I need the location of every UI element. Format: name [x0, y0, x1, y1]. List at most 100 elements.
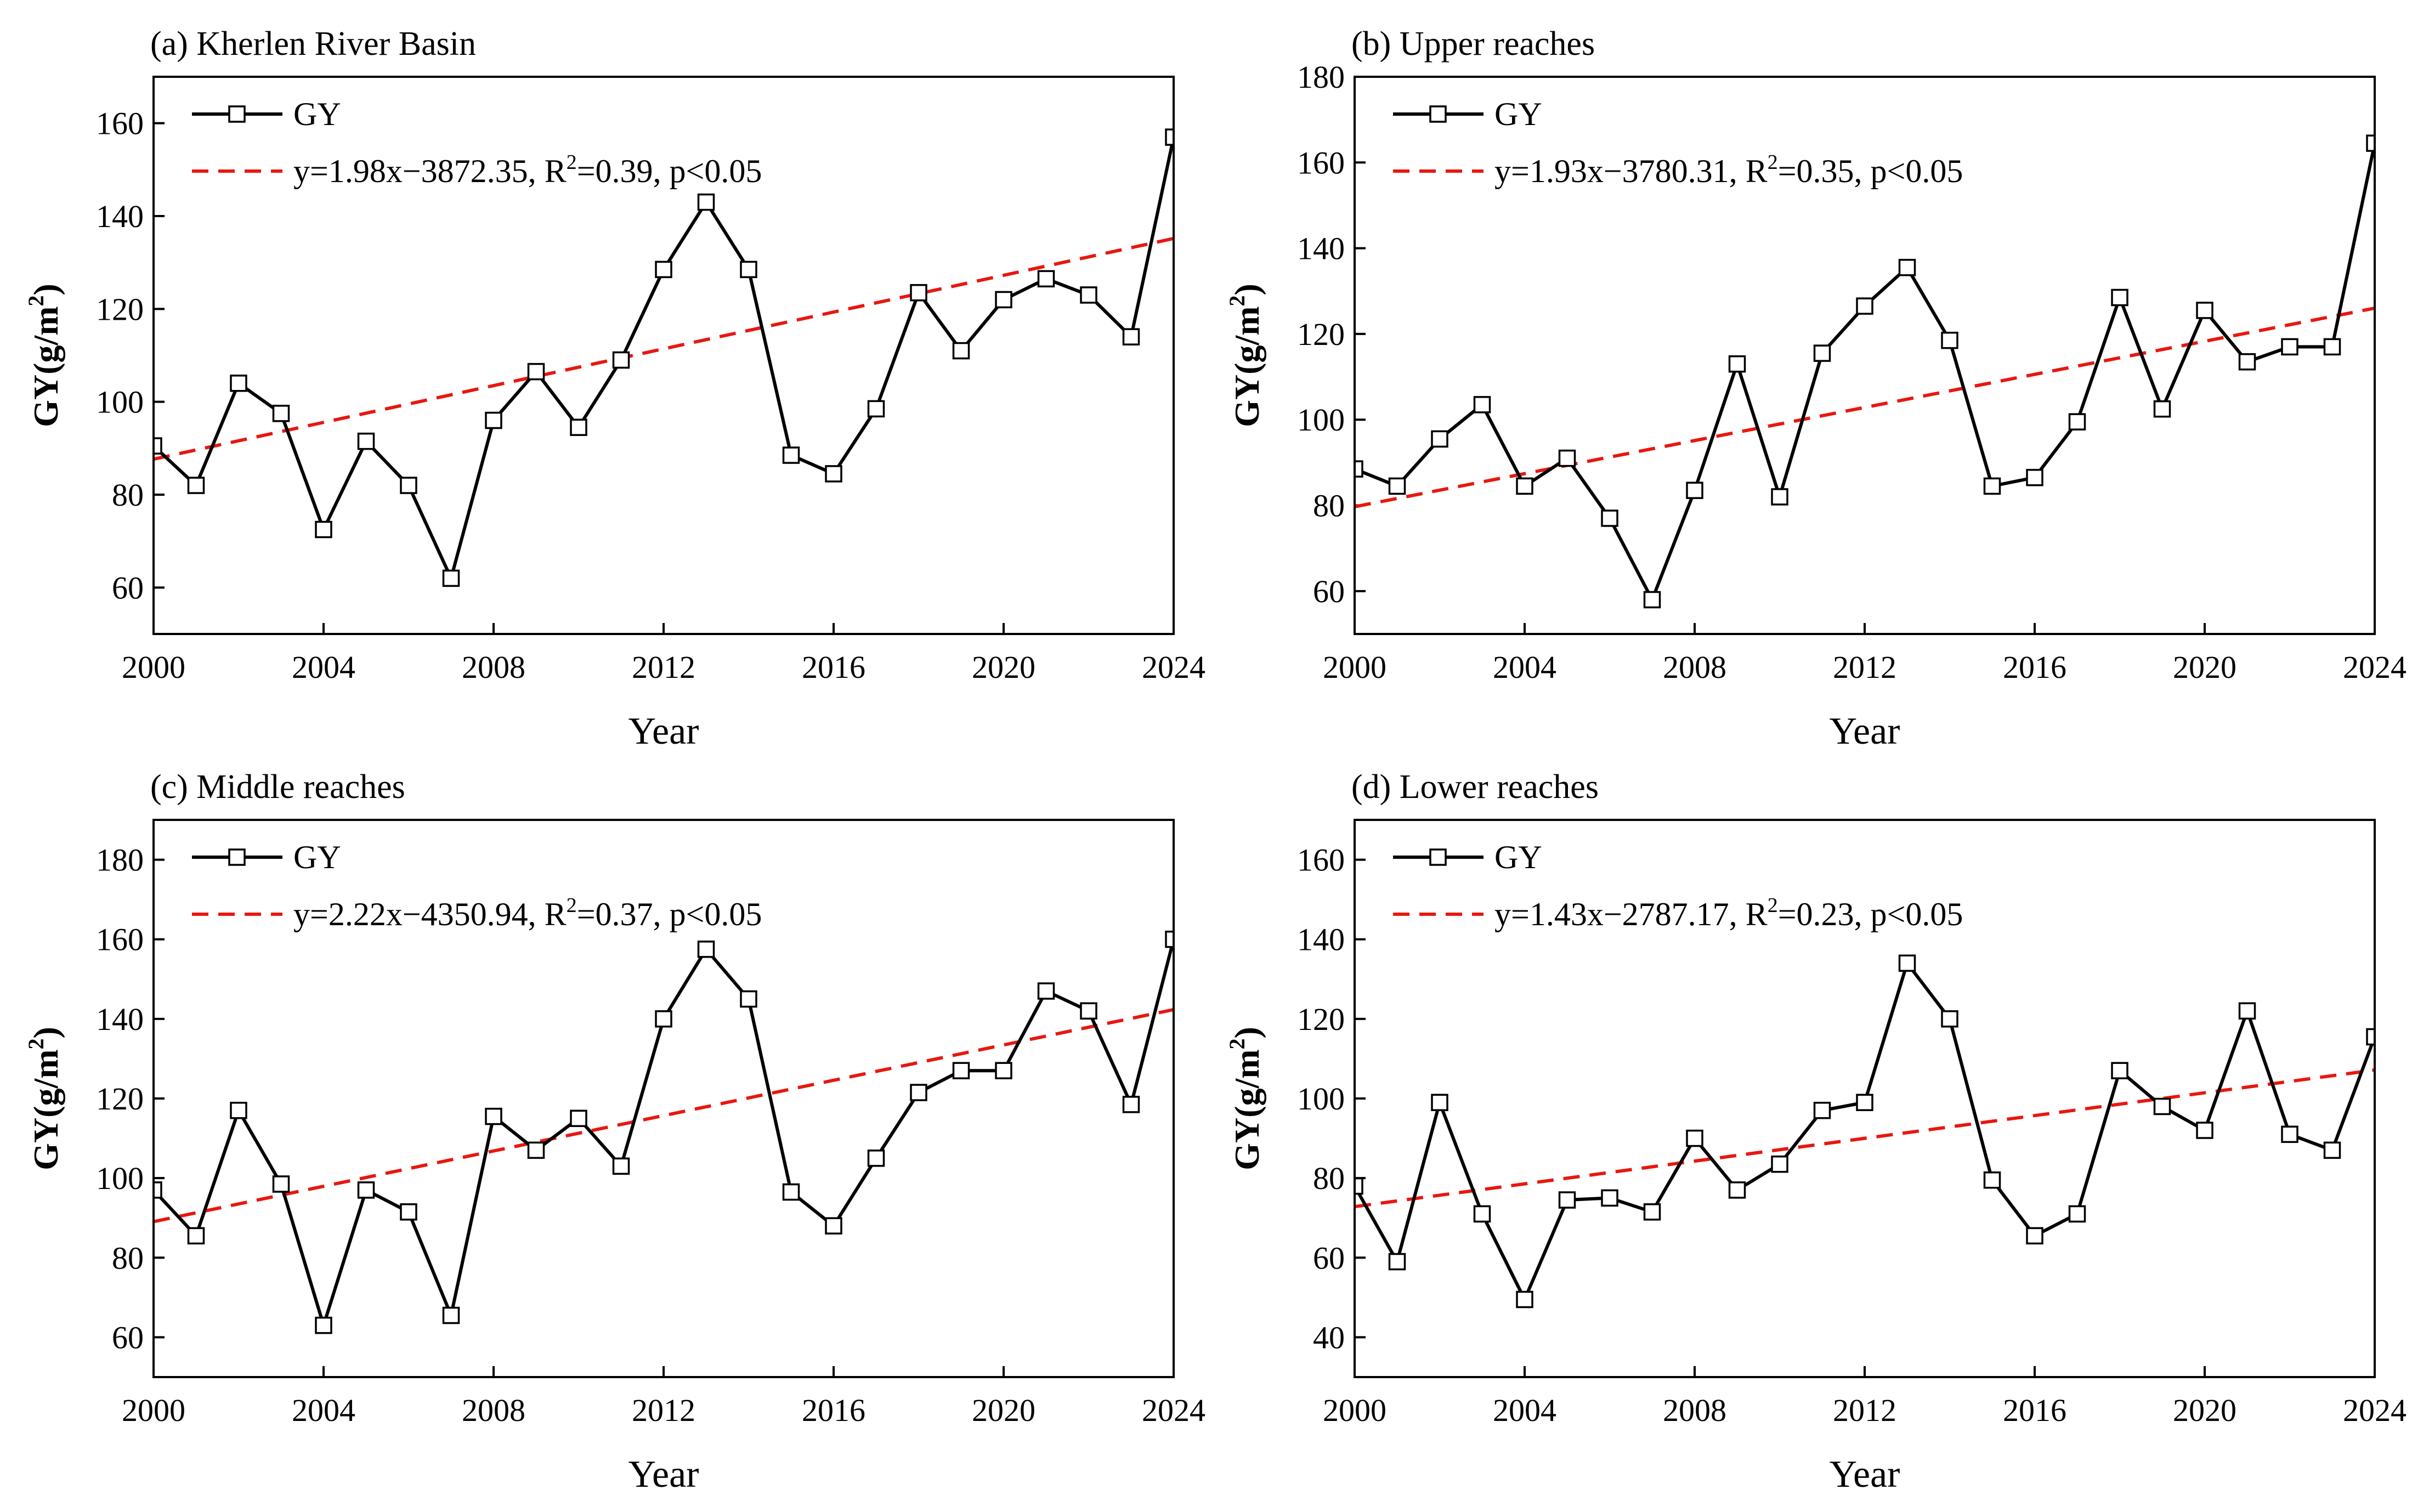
data-point — [1728, 1181, 1746, 1199]
data-point — [2196, 302, 2213, 319]
x-tick-label: 2012 — [632, 649, 695, 685]
data-point — [910, 284, 927, 302]
data-point — [995, 1062, 1012, 1079]
y-tick-label: 160 — [96, 922, 144, 958]
data-point — [1941, 331, 1958, 349]
data-point — [1601, 1189, 1618, 1207]
data-point — [1856, 297, 1873, 315]
y-tick-label: 80 — [1313, 488, 1345, 524]
panel-title: (b) Upper reaches — [1351, 25, 1595, 63]
legend-gy-label: GY — [293, 839, 341, 875]
data-point — [825, 1217, 842, 1234]
data-point — [1813, 1102, 1831, 1119]
y-tick-label: 140 — [1297, 231, 1345, 267]
data-point — [1643, 591, 1661, 609]
data-point — [1388, 477, 1406, 495]
y-tick-label: 80 — [1313, 1160, 1345, 1196]
data-point — [910, 1084, 927, 1101]
trend-line — [1355, 1068, 2375, 1209]
data-point — [995, 291, 1012, 309]
panel-title: (c) Middle reaches — [150, 768, 405, 806]
x-tick-label: 2004 — [292, 1392, 355, 1428]
data-point — [697, 193, 715, 211]
data-point — [1122, 1096, 1140, 1113]
data-point — [315, 520, 332, 539]
x-tick-label: 2020 — [2173, 649, 2237, 685]
data-point — [612, 351, 630, 369]
data-point — [357, 432, 375, 450]
data-point — [2111, 288, 2128, 307]
x-tick-label: 2000 — [122, 1392, 185, 1428]
x-tick-label: 2008 — [462, 1392, 525, 1428]
data-point — [1856, 1094, 1873, 1112]
y-tick-label: 180 — [96, 842, 144, 878]
data-point — [1431, 1094, 1448, 1112]
x-tick-label: 2020 — [2173, 1392, 2237, 1428]
x-tick-label: 2004 — [1493, 649, 1556, 685]
data-point — [2281, 338, 2298, 356]
legend-trend-label: y=1.93x−3780.31, R2=0.35, p<0.05 — [1494, 151, 1963, 189]
data-point — [1601, 509, 1618, 527]
data-point — [1558, 449, 1576, 467]
data-point — [357, 1181, 375, 1199]
x-axis-label: Year — [1830, 1453, 1900, 1496]
x-tick-label: 2016 — [802, 1392, 865, 1428]
y-tick-label: 60 — [1313, 574, 1345, 609]
data-point — [154, 1181, 162, 1199]
data-point — [1165, 930, 1174, 948]
data-point — [1473, 1205, 1491, 1223]
y-tick-label: 60 — [112, 1320, 144, 1355]
y-tick-label: 120 — [1297, 1001, 1345, 1037]
x-tick-label: 2008 — [462, 649, 525, 685]
y-tick-label: 100 — [96, 384, 144, 420]
y-tick-label: 140 — [96, 1001, 144, 1037]
data-point — [1686, 482, 1703, 499]
data-point — [782, 446, 800, 464]
data-point — [400, 1203, 417, 1221]
x-tick-label: 2012 — [1833, 649, 1896, 685]
data-point — [1355, 1177, 1363, 1195]
y-tick-label: 180 — [1297, 59, 1345, 95]
legend: GY y=1.43x−2787.17, R2=0.23, p<0.05 — [1393, 839, 1963, 932]
data-point — [442, 1306, 460, 1324]
x-tick-label: 2000 — [1323, 1392, 1386, 1428]
data-point — [442, 569, 460, 587]
plot-frame — [152, 76, 1175, 635]
y-tick-label: 120 — [1297, 316, 1345, 352]
data-point — [2281, 1125, 2298, 1143]
data-point — [1898, 954, 1916, 972]
x-tick-label: 2004 — [1493, 1392, 1556, 1428]
x-axis-label: Year — [629, 710, 699, 752]
legend-gy-marker — [228, 105, 246, 123]
y-tick-label: 140 — [1297, 922, 1345, 958]
data-point — [527, 1141, 545, 1159]
data-point — [400, 477, 417, 494]
x-tick-label: 2016 — [2003, 1392, 2066, 1428]
y-axis-label: GY(g/m2) — [24, 1027, 65, 1170]
y-axis-label: GY(g/m2) — [24, 284, 65, 427]
data-point — [2366, 134, 2375, 152]
x-tick-label: 2004 — [292, 649, 355, 685]
data-point — [1941, 1010, 1958, 1028]
data-point — [952, 1062, 970, 1079]
data-point — [1388, 1253, 1406, 1271]
data-point — [782, 1183, 800, 1201]
data-point — [230, 1102, 247, 1119]
y-tick-label: 160 — [1297, 145, 1345, 180]
data-point — [697, 941, 715, 958]
x-tick-label: 2024 — [1142, 1392, 1205, 1428]
data-point — [2153, 400, 2171, 418]
data-point — [570, 418, 587, 436]
data-point — [1080, 286, 1097, 304]
data-point — [1686, 1129, 1703, 1147]
data-point — [2196, 1122, 2213, 1139]
data-point — [952, 342, 970, 360]
data-point — [825, 465, 842, 483]
legend-gy-marker — [1429, 105, 1447, 123]
data-point — [1516, 477, 1533, 495]
x-tick-label: 2000 — [1323, 649, 1386, 685]
x-tick-label: 2008 — [1663, 649, 1726, 685]
gy-series-line — [154, 137, 1174, 580]
x-tick-label: 2012 — [632, 1392, 695, 1428]
y-tick-label: 100 — [1297, 1081, 1345, 1117]
